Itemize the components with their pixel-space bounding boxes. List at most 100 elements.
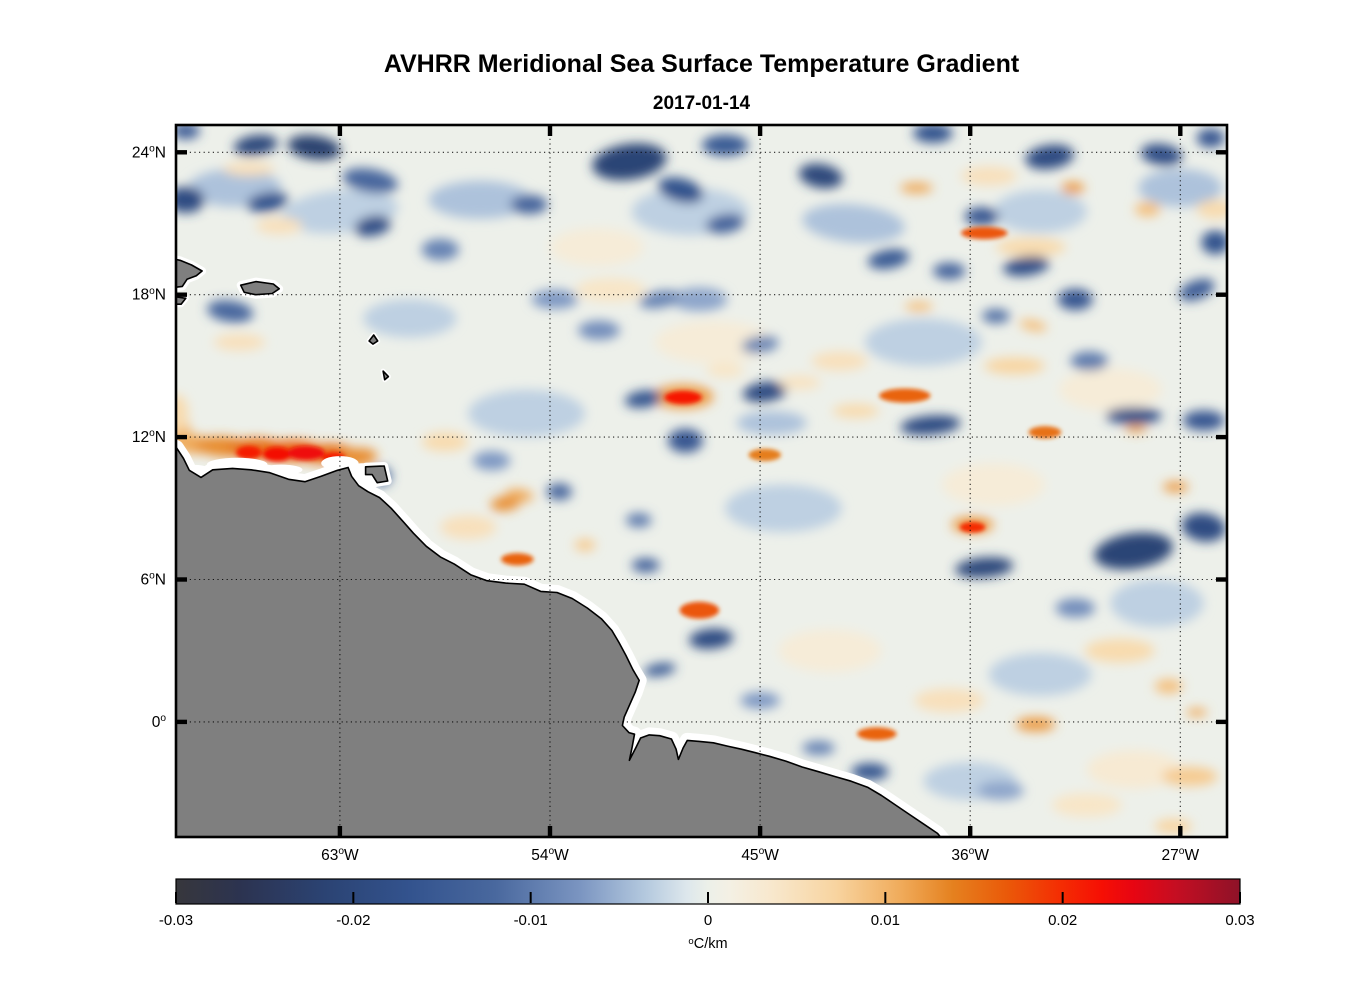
field-blob: [233, 134, 278, 156]
field-blob: [1019, 319, 1047, 332]
field-blob: [964, 207, 1000, 226]
field-blob: [505, 489, 534, 502]
field-blob: [667, 428, 703, 453]
island-hispaniola-south: [176, 296, 187, 305]
y-tick-label: 12oN: [132, 428, 166, 446]
y-tick-left: [176, 719, 187, 725]
field-blob: [802, 740, 835, 756]
field-blob: [1134, 202, 1161, 217]
field-blob: [625, 513, 652, 528]
chart-subtitle: 2017-01-14: [652, 93, 751, 114]
plot-border: [174, 123, 1229, 839]
field-blob: [932, 262, 966, 280]
field-blob: [1028, 426, 1062, 439]
field-blob: [1025, 144, 1074, 170]
colorbar-tick-label: -0.02: [336, 912, 370, 929]
field-blob: [741, 335, 779, 354]
colorbar-tick-label: -0.03: [159, 912, 193, 929]
field-blob: [671, 287, 728, 312]
field-blob: [664, 390, 702, 405]
field-blob: [1186, 708, 1208, 717]
field-blob: [742, 381, 787, 403]
field-blob: [631, 558, 660, 573]
y-tick-right: [1216, 150, 1227, 155]
field-blob: [287, 445, 325, 461]
field-blob: [977, 781, 1024, 801]
field-blob: [993, 190, 1087, 233]
field-blob: [490, 496, 521, 511]
field-blob: [236, 445, 262, 460]
field-blob: [1057, 288, 1093, 311]
field-blob: [802, 204, 905, 243]
field-blob: [955, 557, 1014, 578]
field-blob: [981, 309, 1010, 324]
field-blob: [501, 553, 534, 566]
field-blob: [1015, 717, 1056, 732]
field-blob: [246, 192, 289, 213]
field-blob: [1058, 368, 1162, 411]
field-blob: [1110, 579, 1204, 627]
field-blob: [959, 522, 986, 533]
colorbar-tick-label: 0.02: [1048, 912, 1077, 929]
y-tick-left: [176, 150, 187, 155]
field-blob: [1105, 407, 1162, 425]
field-blob: [287, 135, 341, 160]
x-tick-top: [968, 125, 973, 136]
field-blob: [942, 463, 1045, 506]
field-blob: [176, 125, 200, 140]
field-blob: [688, 628, 734, 649]
field-blob: [1154, 679, 1183, 694]
colorbar-tick-label: -0.01: [514, 912, 548, 929]
field-blob: [440, 515, 497, 540]
field-blob: [706, 363, 744, 378]
field-blob: [638, 290, 681, 309]
field-blob: [725, 484, 842, 532]
field-blob: [984, 357, 1045, 375]
field-blob: [995, 237, 1066, 257]
x-axis-tick-labels: 63oW 54oW 45oW 36oW 27oW: [321, 846, 1199, 864]
island-puerto-rico: [239, 280, 280, 296]
field-blob: [550, 228, 644, 267]
field-blob: [748, 448, 782, 462]
field-blob: [1182, 410, 1225, 431]
field-blob: [578, 320, 620, 340]
map-plot-area: [174, 123, 1229, 839]
field-blob: [342, 168, 398, 194]
field-blob: [207, 300, 254, 323]
colorbar: -0.03 -0.02 -0.01 0 0.01 0.02 0.03 oC/km: [159, 878, 1255, 952]
island-guadeloupe: [368, 334, 379, 345]
field-blob: [655, 320, 772, 364]
field-blob: [913, 125, 953, 143]
x-tick-bottom: [968, 826, 973, 837]
field-blob: [851, 763, 889, 780]
field-blob: [778, 375, 821, 390]
x-tick-label: 54oW: [531, 846, 569, 864]
x-tick-label: 63oW: [321, 846, 359, 864]
field-blob: [421, 432, 469, 452]
field-blob: [960, 226, 1008, 240]
field-blob: [428, 180, 532, 219]
field-blob: [798, 163, 843, 189]
field-blob: [643, 662, 676, 677]
x-tick-bottom: [1178, 826, 1183, 837]
x-tick-top: [1178, 125, 1183, 136]
field-blob: [421, 238, 459, 261]
field-blob: [1125, 425, 1147, 433]
field-blob: [510, 195, 548, 214]
y-tick-right: [1216, 292, 1227, 297]
field-blob: [546, 483, 573, 501]
field-blob: [1061, 182, 1085, 194]
colorbar-tick-label: 0.03: [1225, 912, 1254, 929]
x-tick-top: [547, 125, 553, 136]
field-blob: [1196, 199, 1227, 219]
field-blob: [363, 299, 457, 338]
field-blob: [778, 629, 882, 673]
x-tick-top: [757, 125, 763, 136]
field-blob: [879, 388, 931, 403]
field-blob: [1003, 256, 1050, 277]
field-blob: [701, 134, 749, 156]
field-blob: [705, 213, 745, 234]
field-blob: [624, 390, 662, 408]
